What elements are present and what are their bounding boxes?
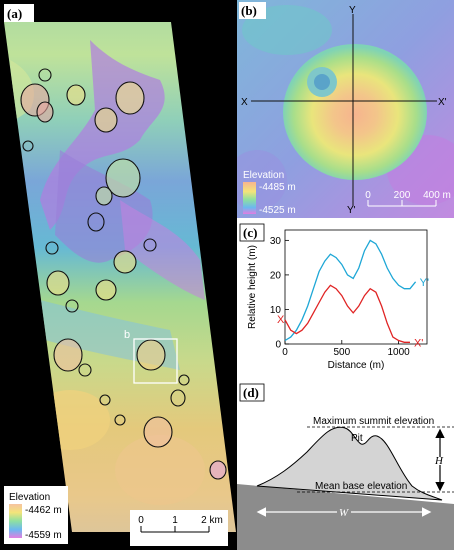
chart-svg: (c) 0 500 1000 0 10 20 30 Distance (m) Relative … [239,223,429,371]
panel-b-legend-max: -4485 m [259,182,296,193]
summit-label: Maximum summit elevation [313,416,434,427]
x-axis-label: Distance (m) [328,360,385,371]
chart-series: YY'XX' [277,239,429,349]
panel-b-scalebar [367,200,437,207]
ground-surface [237,484,454,550]
panel-a-legend-min: -4559 m [25,530,62,541]
panel-a-scale-tick-2: 2 km [201,515,223,526]
panel-b-label: (b) [241,3,257,18]
pit-label: Pit [351,433,363,444]
panel-b-label-bg [239,2,266,19]
panel-b-zoom-map: Y Y' X X' (b) Elevation -4485 m -4525 m … [227,0,454,218]
width-symbol: W [339,507,349,519]
panel-d-svg: (d) Maximum summit elevation Pit Mean ba… [237,383,454,550]
panel-b-legend-title: Elevation [243,170,284,181]
panel-b-scale-tick-0: 0 [365,190,371,201]
panel-a-scale-tick-0: 0 [138,515,144,526]
elevation-strip [4,22,236,532]
panel-b-y-top: Y [349,5,356,16]
series-end-label-1: X' [414,337,423,349]
y-axis-label: Relative height (m) [247,245,258,329]
panel-a-legend-ramp [9,504,22,538]
panel-a-label: (a) [7,6,22,21]
panel-b-x-right: X' [438,97,447,108]
panel-a-scalebar-bg [130,510,228,546]
chart-axes: 0 500 1000 0 10 20 30 Distance (m) Relative heig… [247,229,428,371]
panel-d-label: (d) [243,385,259,400]
series-start-label-1: X [277,314,285,326]
panel-c-profile-chart: (c) 0 500 1000 0 10 20 30 Distance (m) Relative … [237,220,454,382]
panel-a-scalebar [140,526,210,533]
y-tick-label: 10 [270,305,282,316]
x-tick-label: 500 [333,347,350,358]
panel-b-legend-min: -4525 m [259,205,296,216]
panel-b-svg: Y Y' X X' (b) Elevation -4485 m -4525 m … [227,0,454,218]
panel-b-legend-ramp [243,182,256,214]
panel-c-label: (c) [243,225,257,240]
panel-b-y-bottom: Y' [347,205,356,216]
panel-b-x-left: X [241,97,248,108]
x-tick-label: 0 [282,347,288,358]
y-tick-label: 0 [275,340,281,351]
panel-b-scale-tick-1: 200 [394,190,411,201]
panel-a-label-bg [4,4,34,22]
base-label: Mean base elevation [315,481,407,492]
x-tick-label: 1000 [387,347,410,358]
panel-a-legend-title: Elevation [9,492,50,503]
panel-a-legend-max: -4462 m [25,505,62,516]
panel-b-mound [283,44,427,180]
panel-a-svg: b (a) Elevation -4462 m -4559 m 0 1 2 km [4,4,236,546]
panel-a-elevation-map: b (a) Elevation -4462 m -4559 m 0 1 2 km [0,0,237,550]
series-end-label-0: Y' [420,277,429,289]
chart-frame [284,229,428,345]
mound-shape [256,426,443,501]
panel-d-label-box [239,383,265,402]
series-line-1 [284,284,410,343]
panel-c-label-box [239,223,265,242]
inset-b-marker: b [124,329,130,341]
panel-b-profile-lines [251,14,437,206]
inset-b-box [133,338,178,384]
panel-a-scale-tick-1: 1 [172,515,178,526]
y-tick-label: 30 [270,236,282,247]
series-line-0 [284,239,417,342]
height-symbol: H [434,455,444,467]
panel-d-schematic: (d) Maximum summit elevation Pit Mean ba… [237,382,454,550]
mound-outlines [20,68,227,480]
panel-b-scale-tick-2: 400 m [423,190,451,201]
y-tick-label: 20 [270,270,282,281]
